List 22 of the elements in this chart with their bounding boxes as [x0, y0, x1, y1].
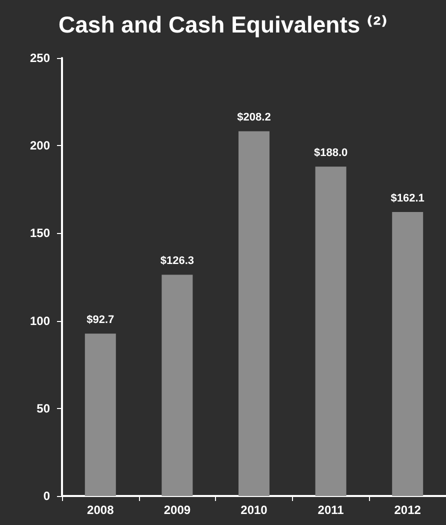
- y-tick-label: 150: [30, 226, 50, 240]
- bar: [392, 212, 424, 496]
- bar: [315, 166, 346, 496]
- y-tick-label: 100: [30, 314, 50, 328]
- x-tick-label: 2008: [87, 503, 114, 517]
- data-label: $208.2: [237, 112, 271, 124]
- x-tick-label: 2009: [164, 503, 191, 517]
- y-tick-label: 200: [30, 138, 50, 153]
- x-tick-label: 2010: [240, 503, 268, 517]
- data-label: $126.3: [160, 255, 194, 268]
- x-tick-label: 2011: [318, 503, 344, 517]
- bar: [84, 334, 116, 496]
- data-label: $188.0: [314, 147, 348, 160]
- bar: [162, 274, 193, 496]
- data-label: $162.1: [390, 192, 424, 204]
- y-tick-label: 50: [36, 401, 50, 416]
- data-label: $92.7: [86, 314, 114, 326]
- chart-title: Cash and Cash Equivalents ⁽²⁾: [58, 12, 388, 38]
- bar: [238, 131, 270, 496]
- x-tick-label: 2012: [394, 503, 422, 517]
- y-tick-label: 250: [30, 51, 50, 65]
- y-tick-label: 0: [43, 489, 50, 503]
